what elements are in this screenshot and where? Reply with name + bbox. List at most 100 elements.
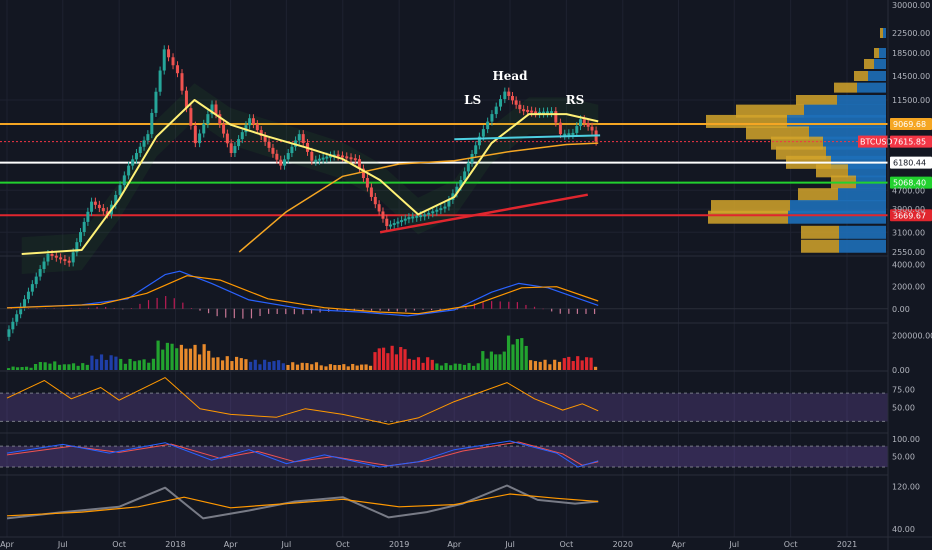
macd-hist-bar: [413, 308, 416, 311]
volume-bar: [24, 366, 29, 370]
candle-body: [171, 57, 175, 66]
macd-hist-bar: [533, 306, 536, 309]
macd-hist-bar: [422, 308, 424, 310]
volume-bar: [258, 364, 262, 370]
macd-hist-bar: [87, 307, 90, 309]
volume-bar: [368, 365, 373, 370]
volume-bar: [225, 356, 229, 370]
volume-bar: [216, 357, 220, 370]
candle-body: [229, 143, 233, 154]
profile-bar-down: [839, 225, 886, 239]
macd-hist-bar: [182, 302, 184, 309]
volume-bar: [319, 365, 323, 370]
volume-bar: [15, 367, 20, 370]
candle-body: [255, 124, 259, 131]
profile-bar-up: [746, 126, 809, 140]
osc3-tick-label: 120.00: [892, 483, 920, 492]
macd-hist-bar: [293, 308, 295, 315]
candle-body: [321, 157, 325, 160]
candle-body: [419, 215, 423, 218]
time-tick-label: Apr: [672, 540, 687, 549]
candle-body: [477, 136, 481, 146]
macd-hist-bar: [302, 308, 304, 315]
level-tag-bg: [890, 209, 932, 222]
macd-hist-bar: [508, 301, 510, 309]
time-axis[interactable]: Apr Jul Oct 2018 Apr Jul Oct 2019 Apr Jul Oct 2020 A…: [0, 536, 932, 549]
candle-body: [507, 91, 511, 96]
time-tick-label: 2021: [837, 540, 857, 549]
price-tick-label: 11500.00: [892, 96, 930, 105]
candle-body: [206, 114, 210, 124]
volume-bar: [104, 359, 108, 370]
candle-body: [154, 91, 158, 113]
volume-bar: [426, 357, 430, 370]
macd-hist-bar: [551, 308, 553, 312]
volume-bar: [494, 354, 498, 370]
time-tick-label: Apr: [447, 540, 462, 549]
rsi-pane[interactable]: [0, 377, 888, 425]
time-tick-label: Oct: [559, 540, 573, 549]
volume-bar: [355, 365, 359, 370]
volume-bar: [300, 362, 304, 370]
candle-body: [435, 209, 439, 212]
level-tag-label: 6180.44: [893, 159, 926, 168]
profile-bar-up: [771, 136, 823, 150]
candle-body: [286, 153, 290, 160]
profile-bar-down: [838, 188, 886, 202]
candle-body: [93, 201, 97, 205]
macd-hist-bar: [310, 308, 313, 314]
time-tick-label: 2019: [389, 540, 409, 549]
candle-body: [34, 276, 38, 285]
macd-hist-bar: [36, 308, 38, 310]
candle-body: [134, 153, 138, 160]
price-axis[interactable]: 30000.00 22500.00 18500.00 14500.00 11500.00…: [887, 0, 932, 550]
candle-body: [218, 114, 222, 124]
profile-bar-down: [857, 82, 886, 93]
candle-body: [59, 257, 63, 260]
macd-hist-bar: [242, 308, 244, 319]
volume-bar: [511, 344, 515, 370]
symbol-tag-bg: [858, 135, 888, 148]
level-tag: 9069.68: [890, 117, 932, 130]
candle-body: [240, 132, 244, 140]
candle-body: [423, 214, 427, 217]
volume-bar: [485, 358, 489, 370]
macd-hist-bar: [491, 301, 493, 309]
stochastic-pane[interactable]: [0, 440, 888, 468]
volume-bar: [67, 364, 71, 370]
candle-body: [590, 126, 594, 131]
macd-hist-bar: [147, 300, 150, 309]
macd-tick-label: 4000.00: [892, 261, 925, 270]
volume-bar: [449, 365, 453, 370]
macd-hist-bar: [516, 302, 518, 309]
candle-body: [267, 141, 271, 148]
volume-bar: [502, 351, 506, 370]
candle-body: [142, 140, 146, 147]
volume-bar: [43, 362, 47, 370]
rsi-band: [0, 393, 888, 422]
macd-hist-bar: [10, 308, 12, 309]
candle-body: [210, 104, 214, 115]
candle-body: [563, 133, 567, 136]
price-levels: 9069.68 7615.85 6180.44 5068.40 3669.67 BTCUS…: [0, 117, 932, 222]
candle-body: [361, 168, 365, 179]
candle-body: [202, 123, 206, 134]
profile-bar-up: [801, 239, 839, 253]
volume-pane[interactable]: [7, 335, 598, 370]
volume-bar: [202, 344, 206, 370]
price-tick-label: 22500.00: [892, 29, 930, 38]
candle-body: [439, 208, 443, 211]
macd-signal-line: [6, 275, 599, 315]
volume-bar: [114, 356, 118, 370]
candle-body: [82, 221, 86, 233]
volume-bar: [377, 348, 381, 370]
oscillator-pane[interactable]: [6, 484, 599, 520]
macd-pane[interactable]: [0, 270, 888, 319]
volume-bar: [381, 347, 386, 370]
price-pane[interactable]: [7, 45, 601, 341]
volume-bar: [394, 354, 399, 370]
candle-body: [146, 134, 150, 141]
candle-body: [310, 151, 314, 161]
